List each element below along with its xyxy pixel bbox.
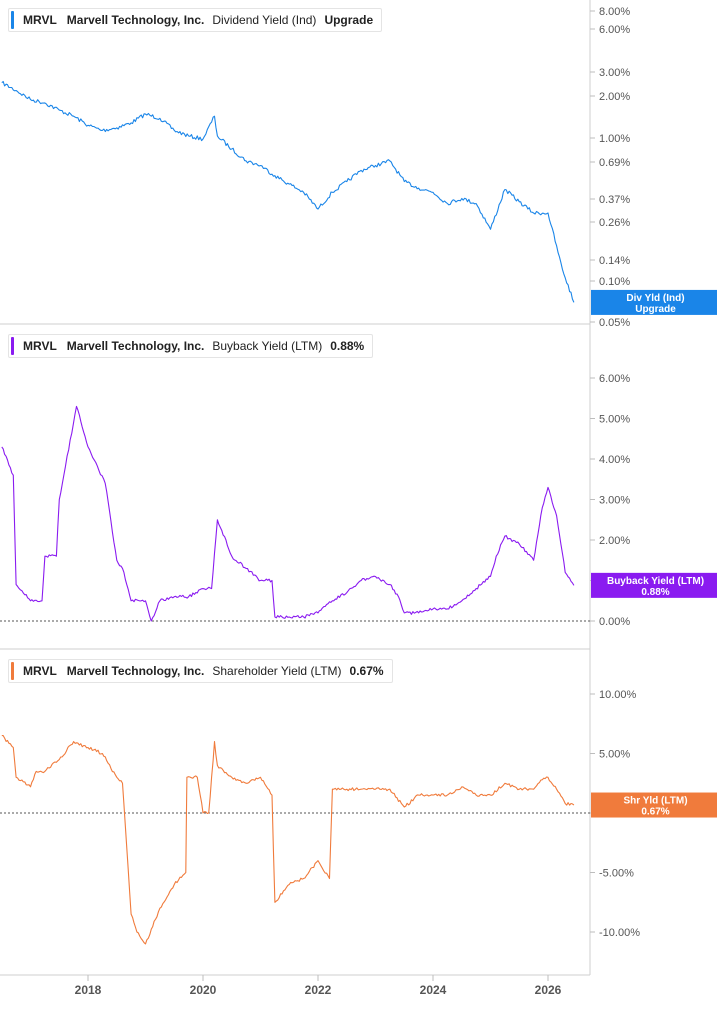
series-line-2 bbox=[1, 735, 575, 945]
legend-color-swatch bbox=[11, 337, 14, 355]
legend-metric: Dividend Yield (Ind) bbox=[212, 13, 317, 27]
y-tick-label: 2.00% bbox=[599, 535, 630, 547]
y-tick-label: 0.00% bbox=[599, 616, 630, 628]
last-value-flag-value: 0.88% bbox=[641, 587, 669, 598]
y-tick-label: 3.00% bbox=[599, 495, 630, 507]
y-tick-label: 4.00% bbox=[599, 454, 630, 466]
y-tick-label: 3.00% bbox=[599, 67, 630, 79]
last-value-flag-title: Buyback Yield (LTM) bbox=[607, 576, 704, 587]
legend-shareholder-yield[interactable]: MRVL Marvell Technology, Inc. Shareholde… bbox=[8, 659, 393, 683]
legend-color-swatch bbox=[11, 11, 14, 29]
series-line-1 bbox=[1, 405, 575, 622]
y-tick-label: 0.10% bbox=[599, 276, 630, 288]
y-tick-label: 6.00% bbox=[599, 24, 630, 36]
chart-panel-2: 10.00%5.00%0.00%-5.00%-10.00%Shr Yld (LT… bbox=[0, 689, 717, 945]
legend-ticker: MRVL bbox=[23, 13, 57, 27]
y-tick-label: 0.26% bbox=[599, 217, 630, 229]
last-value-flag-title: Shr Yld (LTM) bbox=[623, 796, 687, 807]
legend-metric: Buyback Yield (LTM) bbox=[212, 339, 323, 353]
y-tick-label: 6.00% bbox=[599, 373, 630, 385]
legend-company: Marvell Technology, Inc. bbox=[66, 664, 205, 678]
y-tick-label: 10.00% bbox=[599, 689, 637, 701]
legend-value: 0.67% bbox=[349, 664, 384, 678]
legend-value: 0.88% bbox=[330, 339, 365, 353]
x-tick-label: 2020 bbox=[190, 983, 217, 997]
chart-panel-0: 8.00% 6.00% 3.00% 2.00% 1.00% 0.69% 0.37% 0.26%… bbox=[1, 6, 717, 329]
legend-color-swatch bbox=[11, 662, 14, 680]
y-tick-label: 5.00% bbox=[599, 749, 630, 761]
y-tick-label: -10.00% bbox=[599, 927, 640, 939]
legend-upgrade-link[interactable]: Upgrade bbox=[324, 13, 374, 27]
y-tick-label: 2.00% bbox=[599, 91, 630, 103]
legend-ticker: MRVL bbox=[23, 664, 57, 678]
y-tick-label: -5.00% bbox=[599, 868, 634, 880]
legend-ticker: MRVL bbox=[23, 339, 57, 353]
legend-buyback-yield[interactable]: MRVL Marvell Technology, Inc. Buyback Yi… bbox=[8, 334, 374, 358]
y-tick-label: 8.00% bbox=[599, 6, 630, 18]
y-tick-label: 1.00% bbox=[599, 133, 630, 145]
last-value-flag-title: Div Yld (Ind) bbox=[626, 293, 684, 304]
legend-company: Marvell Technology, Inc. bbox=[66, 339, 205, 353]
y-tick-label: 0.69% bbox=[599, 157, 630, 169]
series-line-0 bbox=[1, 80, 575, 303]
y-tick-label: 0.37% bbox=[599, 194, 630, 206]
x-tick-label: 2026 bbox=[535, 983, 562, 997]
last-value-flag bbox=[591, 572, 717, 598]
y-tick-label: 5.00% bbox=[599, 414, 630, 426]
legend-metric: Shareholder Yield (LTM) bbox=[212, 664, 342, 678]
y-tick-label: 0.05% bbox=[599, 317, 630, 329]
y-tick-label: 0.14% bbox=[599, 255, 630, 267]
last-value-flag-value: Upgrade bbox=[635, 304, 676, 315]
x-tick-label: 2018 bbox=[75, 983, 102, 997]
chart-panel-1: 6.00%5.00%4.00%3.00%2.00%1.00%0.00%Buyba… bbox=[0, 373, 717, 628]
x-tick-label: 2024 bbox=[420, 983, 447, 997]
last-value-flag bbox=[591, 792, 717, 818]
legend-company: Marvell Technology, Inc. bbox=[66, 13, 205, 27]
legend-dividend-yield[interactable]: MRVL Marvell Technology, Inc. Dividend Y… bbox=[8, 8, 383, 32]
last-value-flag bbox=[591, 289, 717, 315]
x-tick-label: 2022 bbox=[305, 983, 332, 997]
last-value-flag-value: 0.67% bbox=[641, 807, 669, 818]
